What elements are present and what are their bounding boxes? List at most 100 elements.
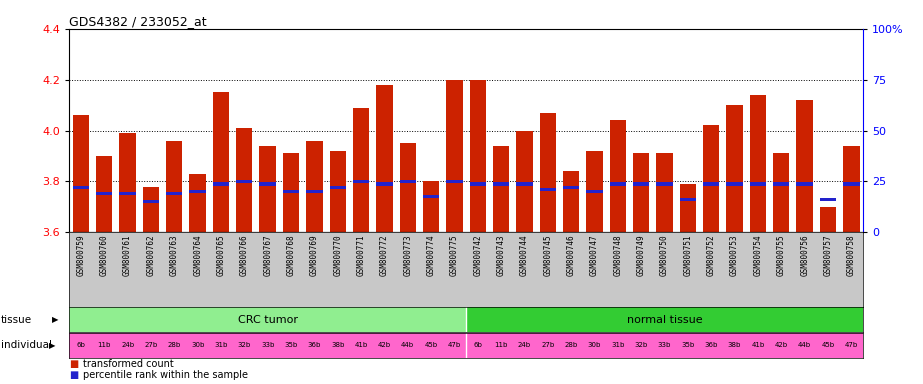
Text: 47b: 47b [448, 343, 462, 348]
Text: GSM800749: GSM800749 [637, 235, 646, 276]
Bar [563, 185, 580, 189]
Text: 11b: 11b [495, 343, 508, 348]
Bar [540, 113, 556, 232]
Text: 35b: 35b [681, 343, 694, 348]
Text: 28b: 28b [565, 343, 578, 348]
Text: 28b: 28b [168, 343, 181, 348]
Text: GSM800769: GSM800769 [310, 235, 318, 276]
Bar [119, 133, 136, 232]
Bar [749, 95, 766, 232]
Text: 32b: 32b [635, 343, 648, 348]
Bar [282, 190, 299, 193]
Bar [446, 180, 462, 183]
Bar [400, 180, 416, 183]
Text: 31b: 31b [611, 343, 625, 348]
Text: CRC tumor: CRC tumor [237, 314, 298, 325]
Text: 42b: 42b [378, 343, 391, 348]
Bar [446, 80, 462, 232]
Text: 41b: 41b [354, 343, 367, 348]
Bar [679, 198, 696, 201]
Text: 36b: 36b [307, 343, 321, 348]
Bar [166, 141, 183, 232]
Text: 33b: 33b [658, 343, 671, 348]
Bar [330, 151, 346, 232]
Text: GSM800757: GSM800757 [823, 235, 833, 276]
Text: GSM800753: GSM800753 [730, 235, 739, 276]
Text: GSM800775: GSM800775 [450, 235, 459, 276]
Text: GSM800762: GSM800762 [147, 235, 155, 276]
Text: GSM800765: GSM800765 [217, 235, 225, 276]
Bar [820, 198, 836, 201]
Text: GSM800761: GSM800761 [123, 235, 132, 276]
Text: 24b: 24b [518, 343, 531, 348]
Bar [726, 105, 743, 232]
Text: 38b: 38b [728, 343, 741, 348]
Text: GSM800747: GSM800747 [590, 235, 599, 276]
Text: 30b: 30b [191, 343, 204, 348]
Bar [633, 154, 650, 232]
Bar [353, 108, 369, 232]
Text: 42b: 42b [774, 343, 788, 348]
Text: 24b: 24b [121, 343, 134, 348]
Text: 6b: 6b [77, 343, 85, 348]
Bar [820, 207, 836, 232]
Bar [726, 182, 743, 185]
Bar [69, 307, 466, 332]
Bar [610, 121, 626, 232]
Bar [703, 126, 719, 232]
Bar [353, 180, 369, 183]
Bar [493, 146, 509, 232]
Text: 27b: 27b [541, 343, 555, 348]
Text: percentile rank within the sample: percentile rank within the sample [83, 370, 248, 380]
Text: GSM800758: GSM800758 [846, 235, 856, 276]
Bar [69, 333, 466, 358]
Bar [633, 182, 650, 185]
Text: normal tissue: normal tissue [627, 314, 702, 325]
Text: 41b: 41b [751, 343, 764, 348]
Bar [73, 185, 89, 189]
Bar [96, 156, 113, 232]
Bar [749, 182, 766, 185]
Bar [259, 146, 276, 232]
Text: GSM800755: GSM800755 [777, 235, 785, 276]
Bar [377, 182, 392, 185]
Bar [236, 180, 253, 183]
Bar [493, 182, 509, 185]
Bar [516, 131, 533, 232]
Text: 27b: 27b [144, 343, 158, 348]
Bar [586, 151, 603, 232]
Text: GSM800770: GSM800770 [333, 235, 342, 276]
Bar [470, 182, 485, 185]
Text: GSM800760: GSM800760 [100, 235, 109, 276]
Bar [797, 182, 813, 185]
Bar [470, 80, 485, 232]
Bar [656, 154, 673, 232]
Bar [330, 185, 346, 189]
Text: GSM800767: GSM800767 [263, 235, 272, 276]
Text: GSM800743: GSM800743 [497, 235, 506, 276]
Text: 47b: 47b [845, 343, 858, 348]
Text: ▶: ▶ [49, 341, 55, 350]
Bar [540, 187, 556, 190]
Bar [400, 143, 416, 232]
Text: GSM800768: GSM800768 [286, 235, 295, 276]
Text: 44b: 44b [798, 343, 811, 348]
Text: 35b: 35b [284, 343, 297, 348]
Bar [516, 182, 533, 185]
Bar [773, 154, 789, 232]
Text: 45b: 45b [425, 343, 438, 348]
Text: GSM800746: GSM800746 [567, 235, 576, 276]
Text: 31b: 31b [214, 343, 228, 348]
Bar [377, 85, 392, 232]
Bar [189, 174, 206, 232]
Text: GSM800751: GSM800751 [683, 235, 692, 276]
Bar [843, 182, 859, 185]
Text: GSM800754: GSM800754 [753, 235, 762, 276]
Bar [143, 200, 159, 203]
Bar [306, 141, 322, 232]
Bar [259, 182, 276, 185]
Text: tissue: tissue [1, 314, 32, 325]
Bar [773, 182, 789, 185]
Bar [213, 93, 229, 232]
Text: ▶: ▶ [52, 315, 58, 324]
